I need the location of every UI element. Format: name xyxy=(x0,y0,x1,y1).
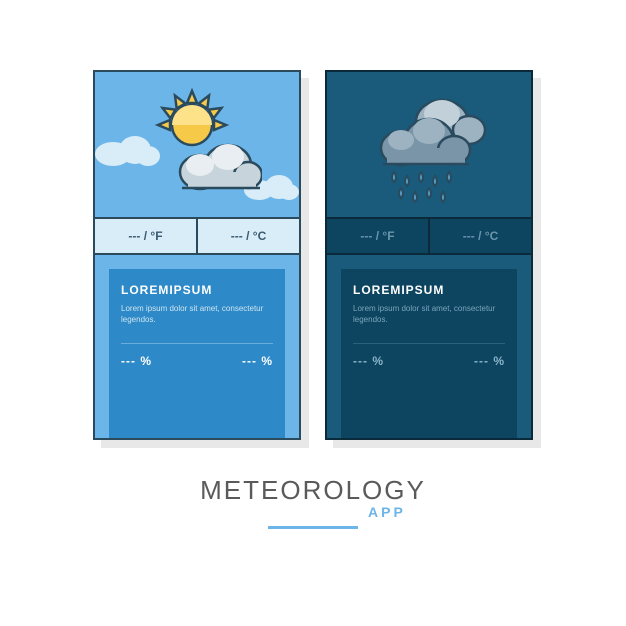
percent-left: --- % xyxy=(121,354,152,368)
temp-row: --- / °F --- / °C xyxy=(327,217,531,255)
title-underline xyxy=(268,526,358,529)
temp-c-unit: °C xyxy=(485,229,498,243)
temp-row: --- / °F --- / °C xyxy=(95,217,299,255)
temp-f-unit: °F xyxy=(382,229,394,243)
weather-card-sunny: --- / °F --- / °C LOREMIPSUM Lorem ipsum… xyxy=(93,70,301,440)
temp-c-unit: °C xyxy=(253,229,266,243)
info-title: LOREMIPSUM xyxy=(121,283,273,297)
percent-left: --- % xyxy=(353,354,384,368)
app-title-block: METEOROLOGY APP xyxy=(200,475,426,529)
icon-area xyxy=(327,72,531,217)
temp-c-value: --- / xyxy=(231,229,250,243)
percent-right: --- % xyxy=(474,354,505,368)
temp-celsius: --- / °C xyxy=(430,217,531,255)
rain-cloud-icon xyxy=(359,80,499,210)
temp-f-value: --- / xyxy=(128,229,147,243)
percent-row: --- % --- % xyxy=(121,343,273,368)
info-title: LOREMIPSUM xyxy=(353,283,505,297)
sun-cloud-icon xyxy=(132,85,262,195)
temp-f-unit: °F xyxy=(150,229,162,243)
cards-container: --- / °F --- / °C LOREMIPSUM Lorem ipsum… xyxy=(93,70,533,440)
info-box: LOREMIPSUM Lorem ipsum dolor sit amet, c… xyxy=(341,269,517,438)
info-body: Lorem ipsum dolor sit amet, consectetur … xyxy=(353,303,505,325)
percent-row: --- % --- % xyxy=(353,343,505,368)
icon-area xyxy=(95,72,299,217)
temp-c-value: --- / xyxy=(463,229,482,243)
app-subtitle: APP xyxy=(200,504,426,520)
temp-fahrenheit: --- / °F xyxy=(95,217,198,255)
temp-fahrenheit: --- / °F xyxy=(327,217,430,255)
weather-card-rainy: --- / °F --- / °C LOREMIPSUM Lorem ipsum… xyxy=(325,70,533,440)
info-body: Lorem ipsum dolor sit amet, consectetur … xyxy=(121,303,273,325)
app-title: METEOROLOGY xyxy=(200,475,426,506)
temp-celsius: --- / °C xyxy=(198,217,299,255)
info-box: LOREMIPSUM Lorem ipsum dolor sit amet, c… xyxy=(109,269,285,438)
percent-right: --- % xyxy=(242,354,273,368)
temp-f-value: --- / xyxy=(360,229,379,243)
